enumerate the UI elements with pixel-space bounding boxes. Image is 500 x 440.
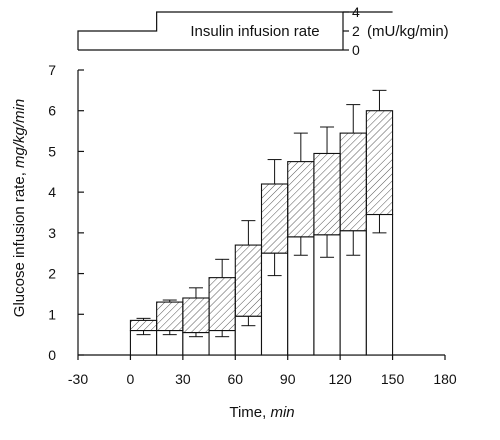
y-axis-ticks: 0 1 2 3 4 5 6 7 <box>48 62 84 363</box>
bar-hatched <box>339 132 367 232</box>
insulin-step-line <box>77 11 393 51</box>
bar-hatched <box>156 301 184 332</box>
y-tick-label: 6 <box>48 103 56 119</box>
y-tick-label: 5 <box>48 143 56 159</box>
x-tick-label: 120 <box>328 371 352 387</box>
bar-hatched <box>182 297 210 334</box>
y-axis-unit: mg/kg/min <box>11 99 28 168</box>
bar-hatched <box>365 110 394 216</box>
bar-hatched <box>287 161 315 238</box>
axes: 0 1 2 3 4 5 6 7 -30 0 30 60 90 120 150 180 <box>48 62 457 387</box>
x-axis-unit: min <box>270 404 294 421</box>
x-tick-label: 90 <box>280 371 296 387</box>
insulin-label: Insulin infusion rate <box>190 23 319 40</box>
bar-hatched <box>129 319 158 332</box>
insulin-axis: 4 2 0 <box>342 4 360 58</box>
y-tick-label: 1 <box>48 306 56 322</box>
x-tick-label: 0 <box>127 371 135 387</box>
x-axis-title: Time, min <box>229 404 294 421</box>
bar-open <box>365 213 394 356</box>
bars <box>129 89 394 356</box>
y-tick-label: 7 <box>48 62 56 78</box>
x-tick-label: -30 <box>68 371 88 387</box>
y-tick-label: 3 <box>48 225 56 241</box>
insulin-tick-label: 0 <box>352 42 360 58</box>
insulin-infusion-inset: Insulin infusion rate 4 2 0 (mU/kg/min) <box>77 4 449 58</box>
x-axis-title-text: Time, <box>229 404 266 421</box>
y-tick-label: 2 <box>48 266 56 282</box>
x-tick-label: 180 <box>433 371 457 387</box>
y-axis-title: Glucose infusion rate, mg/kg/min <box>11 99 28 317</box>
x-tick-label: 150 <box>381 371 405 387</box>
y-axis-title-text: Glucose infusion rate, <box>11 172 28 317</box>
bar-hatched <box>208 277 236 332</box>
x-tick-label: 60 <box>227 371 243 387</box>
insulin-tick-label: 2 <box>352 23 360 39</box>
bar-hatched <box>313 152 341 236</box>
x-axis-ticks: -30 0 30 60 90 120 150 180 <box>68 355 457 387</box>
x-tick-label: 30 <box>175 371 191 387</box>
bar-open <box>287 236 315 356</box>
bar-hatched <box>234 244 263 317</box>
bar-hatched <box>260 183 289 254</box>
insulin-tick-label: 4 <box>352 4 360 20</box>
y-tick-label: 0 <box>48 347 56 363</box>
y-tick-label: 4 <box>48 184 56 200</box>
insulin-unit-label: (mU/kg/min) <box>367 23 449 40</box>
